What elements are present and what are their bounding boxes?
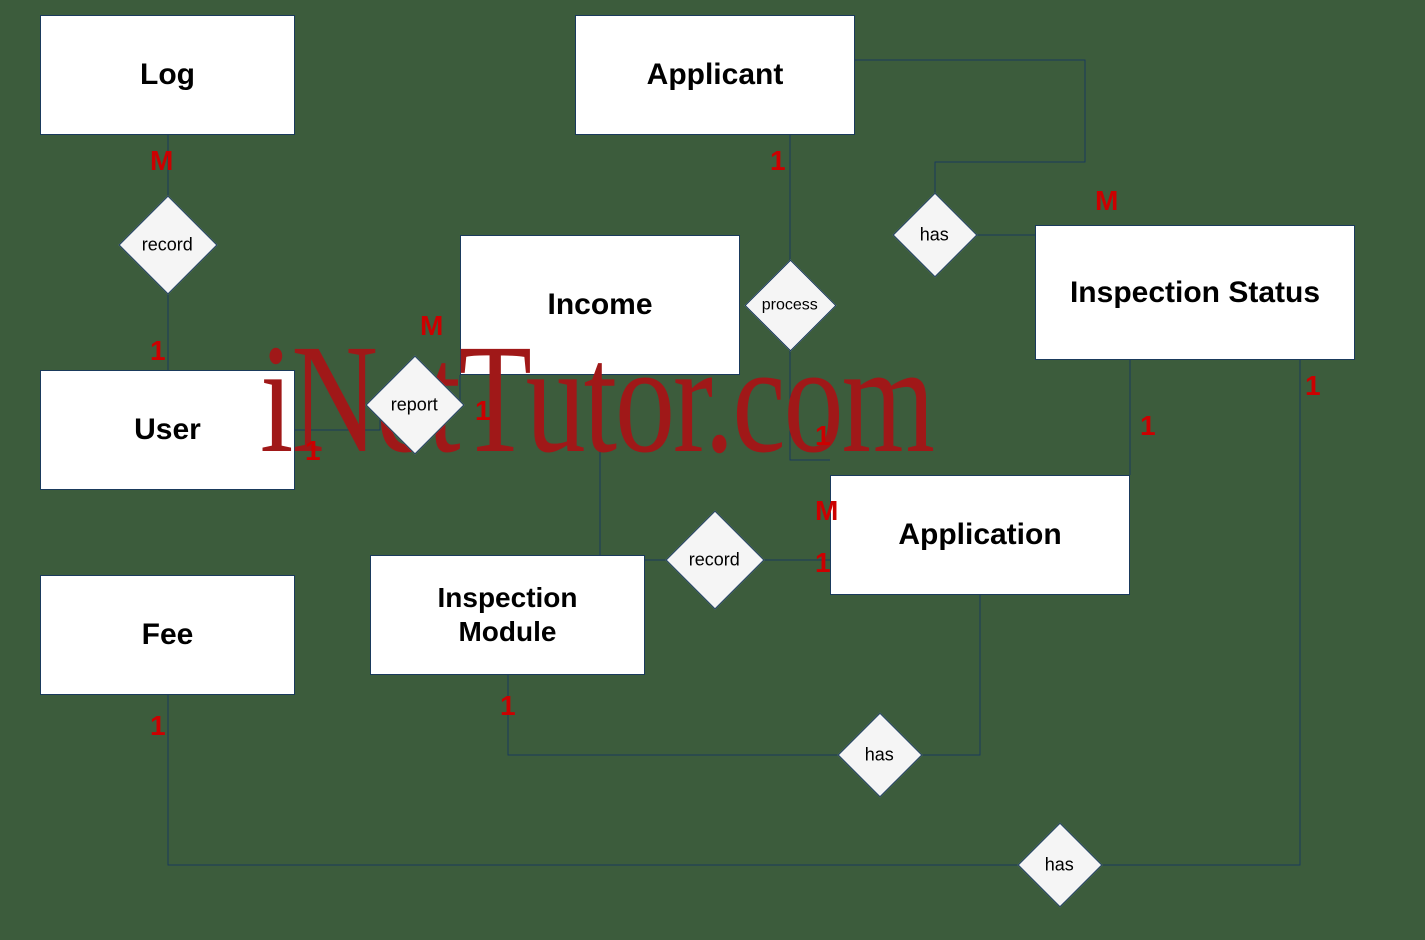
card-9: 1 [1140, 410, 1156, 442]
rel-has-3: has [1018, 823, 1103, 908]
entity-applicant: Applicant [575, 15, 855, 135]
rel-label: has [1045, 855, 1074, 876]
entity-application: Application [830, 475, 1130, 595]
entity-label: Inspection Status [1070, 276, 1320, 310]
card-4: M [420, 310, 443, 342]
entity-label: Log [140, 58, 195, 92]
card-5: 1 [475, 395, 491, 427]
entity-label: Fee [142, 618, 194, 652]
card-11: M [815, 495, 838, 527]
rel-label: has [865, 745, 894, 766]
card-2: 1 [150, 335, 166, 367]
card-6: 1 [770, 145, 786, 177]
entity-log: Log [40, 15, 295, 135]
entity-label: Applicant [647, 58, 784, 92]
card-7: M [1095, 185, 1118, 217]
entity-inspection-status: Inspection Status [1035, 225, 1355, 360]
entity-inspection-module: Inspection Module [370, 555, 645, 675]
rel-has-2: has [838, 713, 923, 798]
card-10: 1 [815, 420, 831, 452]
card-3: 1 [305, 435, 321, 467]
rel-record-1: record [119, 196, 218, 295]
entity-fee: Fee [40, 575, 295, 695]
card-13: 1 [500, 690, 516, 722]
entity-income: Income [460, 235, 740, 375]
card-1: M [150, 145, 173, 177]
rel-label: process [762, 296, 818, 314]
entity-user: User [40, 370, 295, 490]
entity-label: Application [898, 518, 1061, 552]
rel-record-2: record [666, 511, 765, 610]
rel-label: report [391, 395, 438, 416]
entity-label: Income [547, 288, 652, 322]
rel-process: process [744, 259, 836, 351]
entity-label: Inspection Module [437, 581, 577, 648]
rel-label: has [920, 225, 949, 246]
entity-label: User [134, 413, 201, 447]
rel-label: record [689, 550, 740, 571]
rel-label: record [142, 235, 193, 256]
card-8: 1 [1305, 370, 1321, 402]
card-12: 1 [815, 547, 831, 579]
rel-has-1: has [893, 193, 978, 278]
card-14: 1 [150, 710, 166, 742]
rel-report: report [366, 356, 465, 455]
